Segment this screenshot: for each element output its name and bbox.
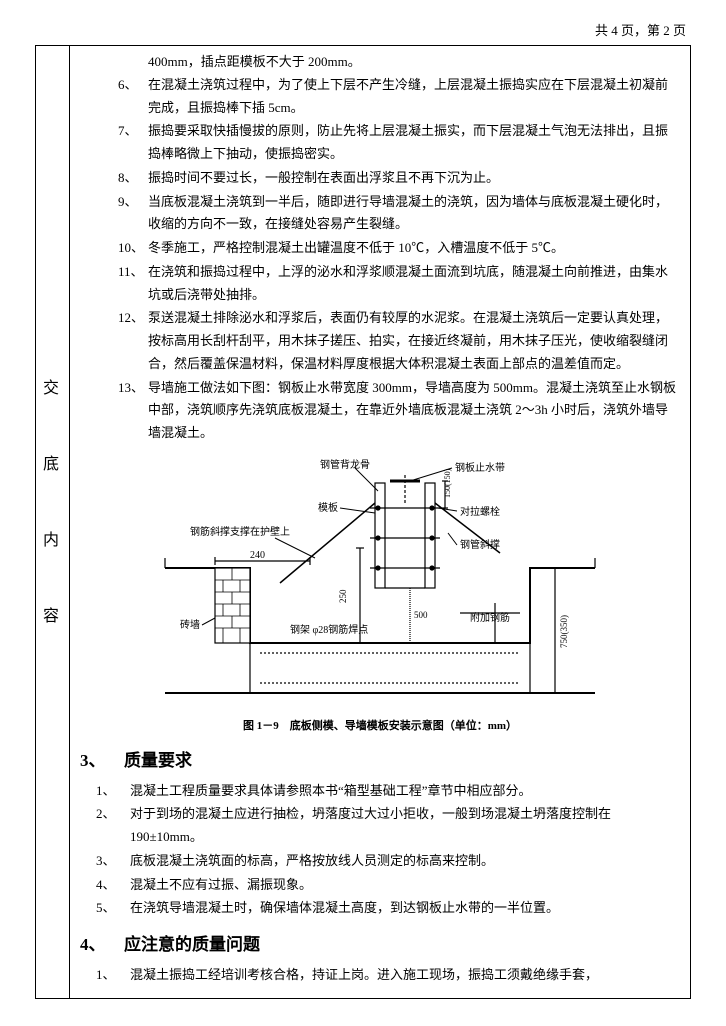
diagram-caption: 图 1－9 底板侧模、导墙模板安装示意图（单位：mm） <box>80 717 680 736</box>
section-4-title: 应注意的质量问题 <box>124 930 260 960</box>
dim-150: 150(150) <box>443 468 452 498</box>
item-number: 9、 <box>118 191 148 237</box>
dim-750: 750(350) <box>559 615 569 648</box>
label-weld: 钢架 φ28钢筋焊点 <box>290 623 368 636</box>
item-text: 导墙施工做法如下图：钢板止水带宽度 300mm，导墙高度为 500mm。混凝土浇… <box>148 377 680 445</box>
label-formwork: 模板 <box>318 501 338 514</box>
list-item: 5、 在浇筑导墙混凝土时，确保墙体混凝土高度，到达钢板止水带的一半位置。 <box>80 897 680 920</box>
dim-240: 240 <box>250 550 265 561</box>
item-number: 8、 <box>118 167 148 190</box>
list-item: 8、 振捣时间不要过长，一般控制在表面出浮浆且不再下沉为止。 <box>80 167 680 190</box>
item-text: 振捣时间不要过长，一般控制在表面出浮浆且不再下沉为止。 <box>148 167 680 190</box>
diagram-wrap: 钢管背龙骨 模板 钢板止水带 对拉螺栓 钢管斜撑 钢筋斜撑支撑在护壁上 <box>80 453 680 711</box>
item-number: 1、 <box>96 780 130 803</box>
first-continuation-line: 400mm，插点距模板不大于 200mm。 <box>80 51 680 74</box>
item-text: 振捣要采取快插慢拔的原则，防止先将上层混凝土振实，而下层混凝土气泡无法排出，且振… <box>148 120 680 166</box>
list-item: 10、 冬季施工，严格控制混凝土出罐温度不低于 10℃，入槽温度不低于 5℃。 <box>80 237 680 260</box>
label-waterstop: 钢板止水带 <box>455 461 505 474</box>
list-item: 12、 泵送混凝土排除泌水和浮浆后，表面仍有较厚的水泥浆。在混凝土浇筑后一定要认… <box>80 307 680 375</box>
label-tie-bolt: 对拉螺栓 <box>460 505 500 518</box>
item-number: 4、 <box>96 874 130 897</box>
construction-diagram: 钢管背龙骨 模板 钢板止水带 对拉螺栓 钢管斜撑 钢筋斜撑支撑在护壁上 <box>160 453 600 703</box>
document-table: 交底内容 400mm，插点距模板不大于 200mm。 6、 在混凝土浇筑过程中，… <box>35 45 691 999</box>
list-item: 4、 混凝土不应有过振、漏振现象。 <box>80 874 680 897</box>
content-column: 400mm，插点距模板不大于 200mm。 6、 在混凝土浇筑过程中，为了使上下… <box>70 46 691 999</box>
item-number: 6、 <box>118 74 148 120</box>
item-number: 5、 <box>96 897 130 920</box>
list-item: 1、 混凝土工程质量要求具体请参照本书“箱型基础工程”章节中相应部分。 <box>80 780 680 803</box>
item-number: 11、 <box>118 261 148 307</box>
item-text: 在浇筑导墙混凝土时，确保墙体混凝土高度，到达钢板止水带的一半位置。 <box>130 897 680 920</box>
item-number: 1、 <box>96 964 130 987</box>
item-text: 当底板混凝土浇筑到一半后，随即进行导墙混凝土的浇筑，因为墙体与底板混凝土硬化时，… <box>148 191 680 237</box>
label-brace: 钢管斜撑 <box>460 538 500 551</box>
section-3-title: 质量要求 <box>124 746 192 776</box>
item-text: 在混凝土浇筑过程中，为了使上下层不产生冷缝，上层混凝土振捣实应在下层混凝土初凝前… <box>148 74 680 120</box>
item-text: 在浇筑和振捣过程中，上浮的泌水和浮浆顺混凝土面流到坑底，随混凝土向前推进，由集水… <box>148 261 680 307</box>
item-text: 混凝土不应有过振、漏振现象。 <box>130 874 680 897</box>
list-item: 7、 振捣要采取快插慢拔的原则，防止先将上层混凝土振实，而下层混凝土气泡无法排出… <box>80 120 680 166</box>
list-item: 9、 当底板混凝土浇筑到一半后，随即进行导墙混凝土的浇筑，因为墙体与底板混凝土硬… <box>80 191 680 237</box>
item-text: 泵送混凝土排除泌水和浮浆后，表面仍有较厚的水泥浆。在混凝土浇筑后一定要认真处理，… <box>148 307 680 375</box>
list-item: 13、 导墙施工做法如下图：钢板止水带宽度 300mm，导墙高度为 500mm。… <box>80 377 680 445</box>
page: 共 4 页，第 2 页 交底内容 400mm，插点距模板不大于 200mm。 6… <box>0 0 726 1019</box>
item-text: 混凝土工程质量要求具体请参照本书“箱型基础工程”章节中相应部分。 <box>130 780 680 803</box>
item-number: 2、 <box>96 803 130 849</box>
side-column: 交底内容 <box>36 46 70 999</box>
list-item: 11、 在浇筑和振捣过程中，上浮的泌水和浮浆顺混凝土面流到坑底，随混凝土向前推进… <box>80 261 680 307</box>
item-text: 混凝土振捣工经培训考核合格，持证上岗。进入施工现场，振捣工须戴绝缘手套， <box>130 964 680 987</box>
section-3-heading: 3、 质量要求 <box>80 746 680 776</box>
label-extra-rebar: 附加钢筋 <box>470 611 510 624</box>
label-steel-back: 钢管背龙骨 <box>320 458 370 471</box>
item-number: 7、 <box>118 120 148 166</box>
list-item: 6、 在混凝土浇筑过程中，为了使上下层不产生冷缝，上层混凝土振捣实应在下层混凝土… <box>80 74 680 120</box>
list-item: 1、 混凝土振捣工经培训考核合格，持证上岗。进入施工现场，振捣工须戴绝缘手套， <box>80 964 680 987</box>
item-text: 对于到场的混凝土应进行抽检，坍落度过大过小拒收，一般到场混凝土坍落度控制在 19… <box>130 803 680 849</box>
section-4-heading: 4、 应注意的质量问题 <box>80 930 680 960</box>
dim-250: 250 <box>338 589 348 603</box>
dim-500: 500 <box>414 610 428 620</box>
section-4-number: 4、 <box>80 930 124 960</box>
page-header: 共 4 页，第 2 页 <box>35 20 691 39</box>
item-number: 12、 <box>118 307 148 375</box>
list-item: 2、 对于到场的混凝土应进行抽检，坍落度过大过小拒收，一般到场混凝土坍落度控制在… <box>80 803 680 849</box>
item-number: 3、 <box>96 850 130 873</box>
section-3-number: 3、 <box>80 746 124 776</box>
item-text: 冬季施工，严格控制混凝土出罐温度不低于 10℃，入槽温度不低于 5℃。 <box>148 237 680 260</box>
list-item: 3、 底板混凝土浇筑面的标高，严格按放线人员测定的标高来控制。 <box>80 850 680 873</box>
label-brick-wall: 砖墙 <box>180 618 200 631</box>
side-label: 交底内容 <box>36 46 60 986</box>
label-diag-brace: 钢筋斜撑支撑在护壁上 <box>190 525 290 538</box>
item-number: 10、 <box>118 237 148 260</box>
item-number: 13、 <box>118 377 148 445</box>
item-text: 底板混凝土浇筑面的标高，严格按放线人员测定的标高来控制。 <box>130 850 680 873</box>
